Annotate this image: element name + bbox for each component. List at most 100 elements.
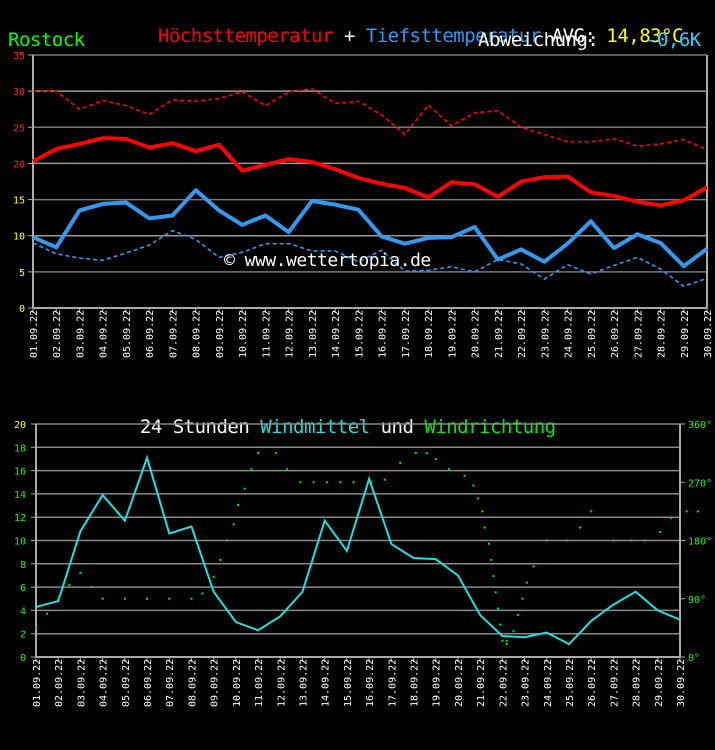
x-tick-label: 19.09.22 (432, 659, 443, 707)
x-tick-label: 13.09.22 (308, 310, 319, 358)
wind-direction-dot (612, 539, 615, 542)
wind-direction-dot (685, 510, 688, 513)
y2-tick-label: 270° (688, 478, 712, 489)
x-tick-label: 18.09.22 (424, 310, 435, 358)
x-tick-label: 16.09.22 (378, 310, 389, 358)
wind-direction-dot (383, 478, 386, 481)
wind-direction-dot (579, 526, 582, 529)
wind-direction-dot (312, 481, 315, 484)
y-tick-label: 30 (13, 87, 25, 98)
y-tick-label: 6 (20, 583, 26, 594)
x-tick-label: 20.09.22 (454, 659, 465, 707)
x-tick-label: 08.09.22 (187, 659, 198, 707)
x-tick-label: 12.09.22 (276, 659, 287, 707)
wind-direction-dot (414, 452, 417, 455)
wind-direction-dot (492, 575, 495, 578)
wind-direction-dot (481, 510, 484, 513)
x-tick-label: 09.09.22 (215, 310, 226, 358)
wind-direction-dot (545, 539, 548, 542)
wind-direction-dot (434, 457, 437, 460)
wind-direction-dot (35, 626, 37, 629)
y-tick-label: 20 (14, 420, 26, 431)
x-tick-label: 27.09.22 (609, 659, 620, 707)
x-tick-label: 26.09.22 (587, 659, 598, 707)
x-tick-label: 11.09.22 (254, 659, 265, 707)
temperature-chart-title: Höchsttemperatur + Tiefsttemperatur AVG:… (136, 3, 684, 47)
x-tick-label: 29.09.22 (680, 310, 691, 358)
x-tick-label: 28.09.22 (632, 659, 643, 707)
x-tick-label: 07.09.22 (168, 310, 179, 358)
x-tick-label: 10.09.22 (238, 310, 249, 358)
watermark: © www.wettertopia.de (224, 250, 431, 271)
station-name: Rostock (8, 29, 85, 51)
x-tick-label: 27.09.22 (633, 310, 644, 358)
x-tick-label: 04.09.22 (99, 659, 110, 707)
wind-direction-dot (68, 584, 71, 587)
y-tick-label: 18 (14, 443, 26, 454)
wind-direction-dot (425, 452, 428, 455)
wind-direction-dot (299, 481, 302, 484)
x-tick-label: 22.09.22 (517, 310, 528, 358)
x-tick-label: 24.09.22 (564, 310, 575, 358)
wind-chart-title: 24 Stunden Windmittel und Windrichtung (118, 394, 556, 438)
wind-direction-dot (201, 592, 204, 595)
x-tick-label: 11.09.22 (261, 310, 272, 358)
x-tick-label: 02.09.22 (54, 659, 65, 707)
series-line (32, 188, 709, 269)
wind-direction-dot (496, 607, 499, 610)
y-tick-label: 0 (19, 304, 25, 315)
wind-direction-dot (79, 571, 82, 574)
wind-direction-dot (274, 452, 277, 455)
wind-direction-dot (512, 630, 515, 633)
x-tick-label: 12.09.22 (285, 310, 296, 358)
x-tick-label: 25.09.22 (565, 659, 576, 707)
temperature-chart: 0 5 10 15 20 25 30 35 01.09.22 02.09.22 03.09.22 04… (13, 51, 714, 358)
wind-direction-dot (463, 474, 466, 477)
wind-title-mid: und (369, 416, 425, 438)
wind-direction-dot (257, 452, 260, 455)
wind-direction-dot (232, 523, 235, 526)
y2-tick-label: 180° (688, 537, 712, 548)
wind-direction-dot (488, 542, 491, 545)
wind-direction-dot (285, 468, 288, 471)
deviation-value: -0,6K (646, 29, 701, 51)
wind-direction-dot (46, 612, 49, 615)
x-tick-label: 21.09.22 (494, 310, 505, 358)
x-tick-label: 14.09.22 (331, 310, 342, 358)
comparison-line (32, 229, 708, 288)
wind-direction-dot (146, 597, 149, 600)
x-tick-label: 23.09.22 (521, 659, 532, 707)
wind-direction-dot (212, 575, 215, 578)
wind-direction-dot (501, 639, 504, 642)
x-tick-label: 07.09.22 (165, 659, 176, 707)
y-tick-label: 10 (14, 537, 26, 548)
title-plus: + (332, 25, 366, 47)
x-tick-label: 04.09.22 (99, 310, 110, 358)
x-tick-label: 16.09.22 (365, 659, 376, 707)
x-tick-label: 19.09.22 (447, 310, 458, 358)
y-tick-label: 12 (14, 513, 26, 524)
wind-direction-dot (225, 539, 228, 542)
x-tick-label: 05.09.22 (122, 310, 133, 358)
x-tick-label: 05.09.22 (121, 659, 132, 707)
wind-direction-dot (123, 597, 126, 600)
wind-direction-dot (339, 481, 342, 484)
x-tick-label: 13.09.22 (298, 659, 309, 707)
comparison-line (33, 88, 708, 151)
wind-title-prefix: 24 Stunden (139, 416, 261, 438)
x-tick-label: 30.09.22 (676, 659, 687, 707)
y-tick-label: 10 (13, 232, 25, 243)
wind-direction-dot (352, 481, 355, 484)
wind-direction-dot (219, 558, 222, 561)
x-tick-label: 15.09.22 (343, 659, 354, 707)
x-tick-label: 06.09.22 (143, 659, 154, 707)
x-tick-label: 30.09.22 (703, 310, 714, 358)
wind-speed-line (35, 454, 681, 646)
wind-direction-dot (490, 558, 493, 561)
wind-direction-dot (659, 531, 662, 534)
avg-value: 14,83°C (606, 25, 683, 47)
y-tick-label: 5 (19, 268, 25, 279)
x-tick-label: 18.09.22 (410, 659, 421, 707)
y-tick-label: 4 (20, 606, 26, 617)
x-tick-label: 01.09.22 (32, 659, 43, 707)
